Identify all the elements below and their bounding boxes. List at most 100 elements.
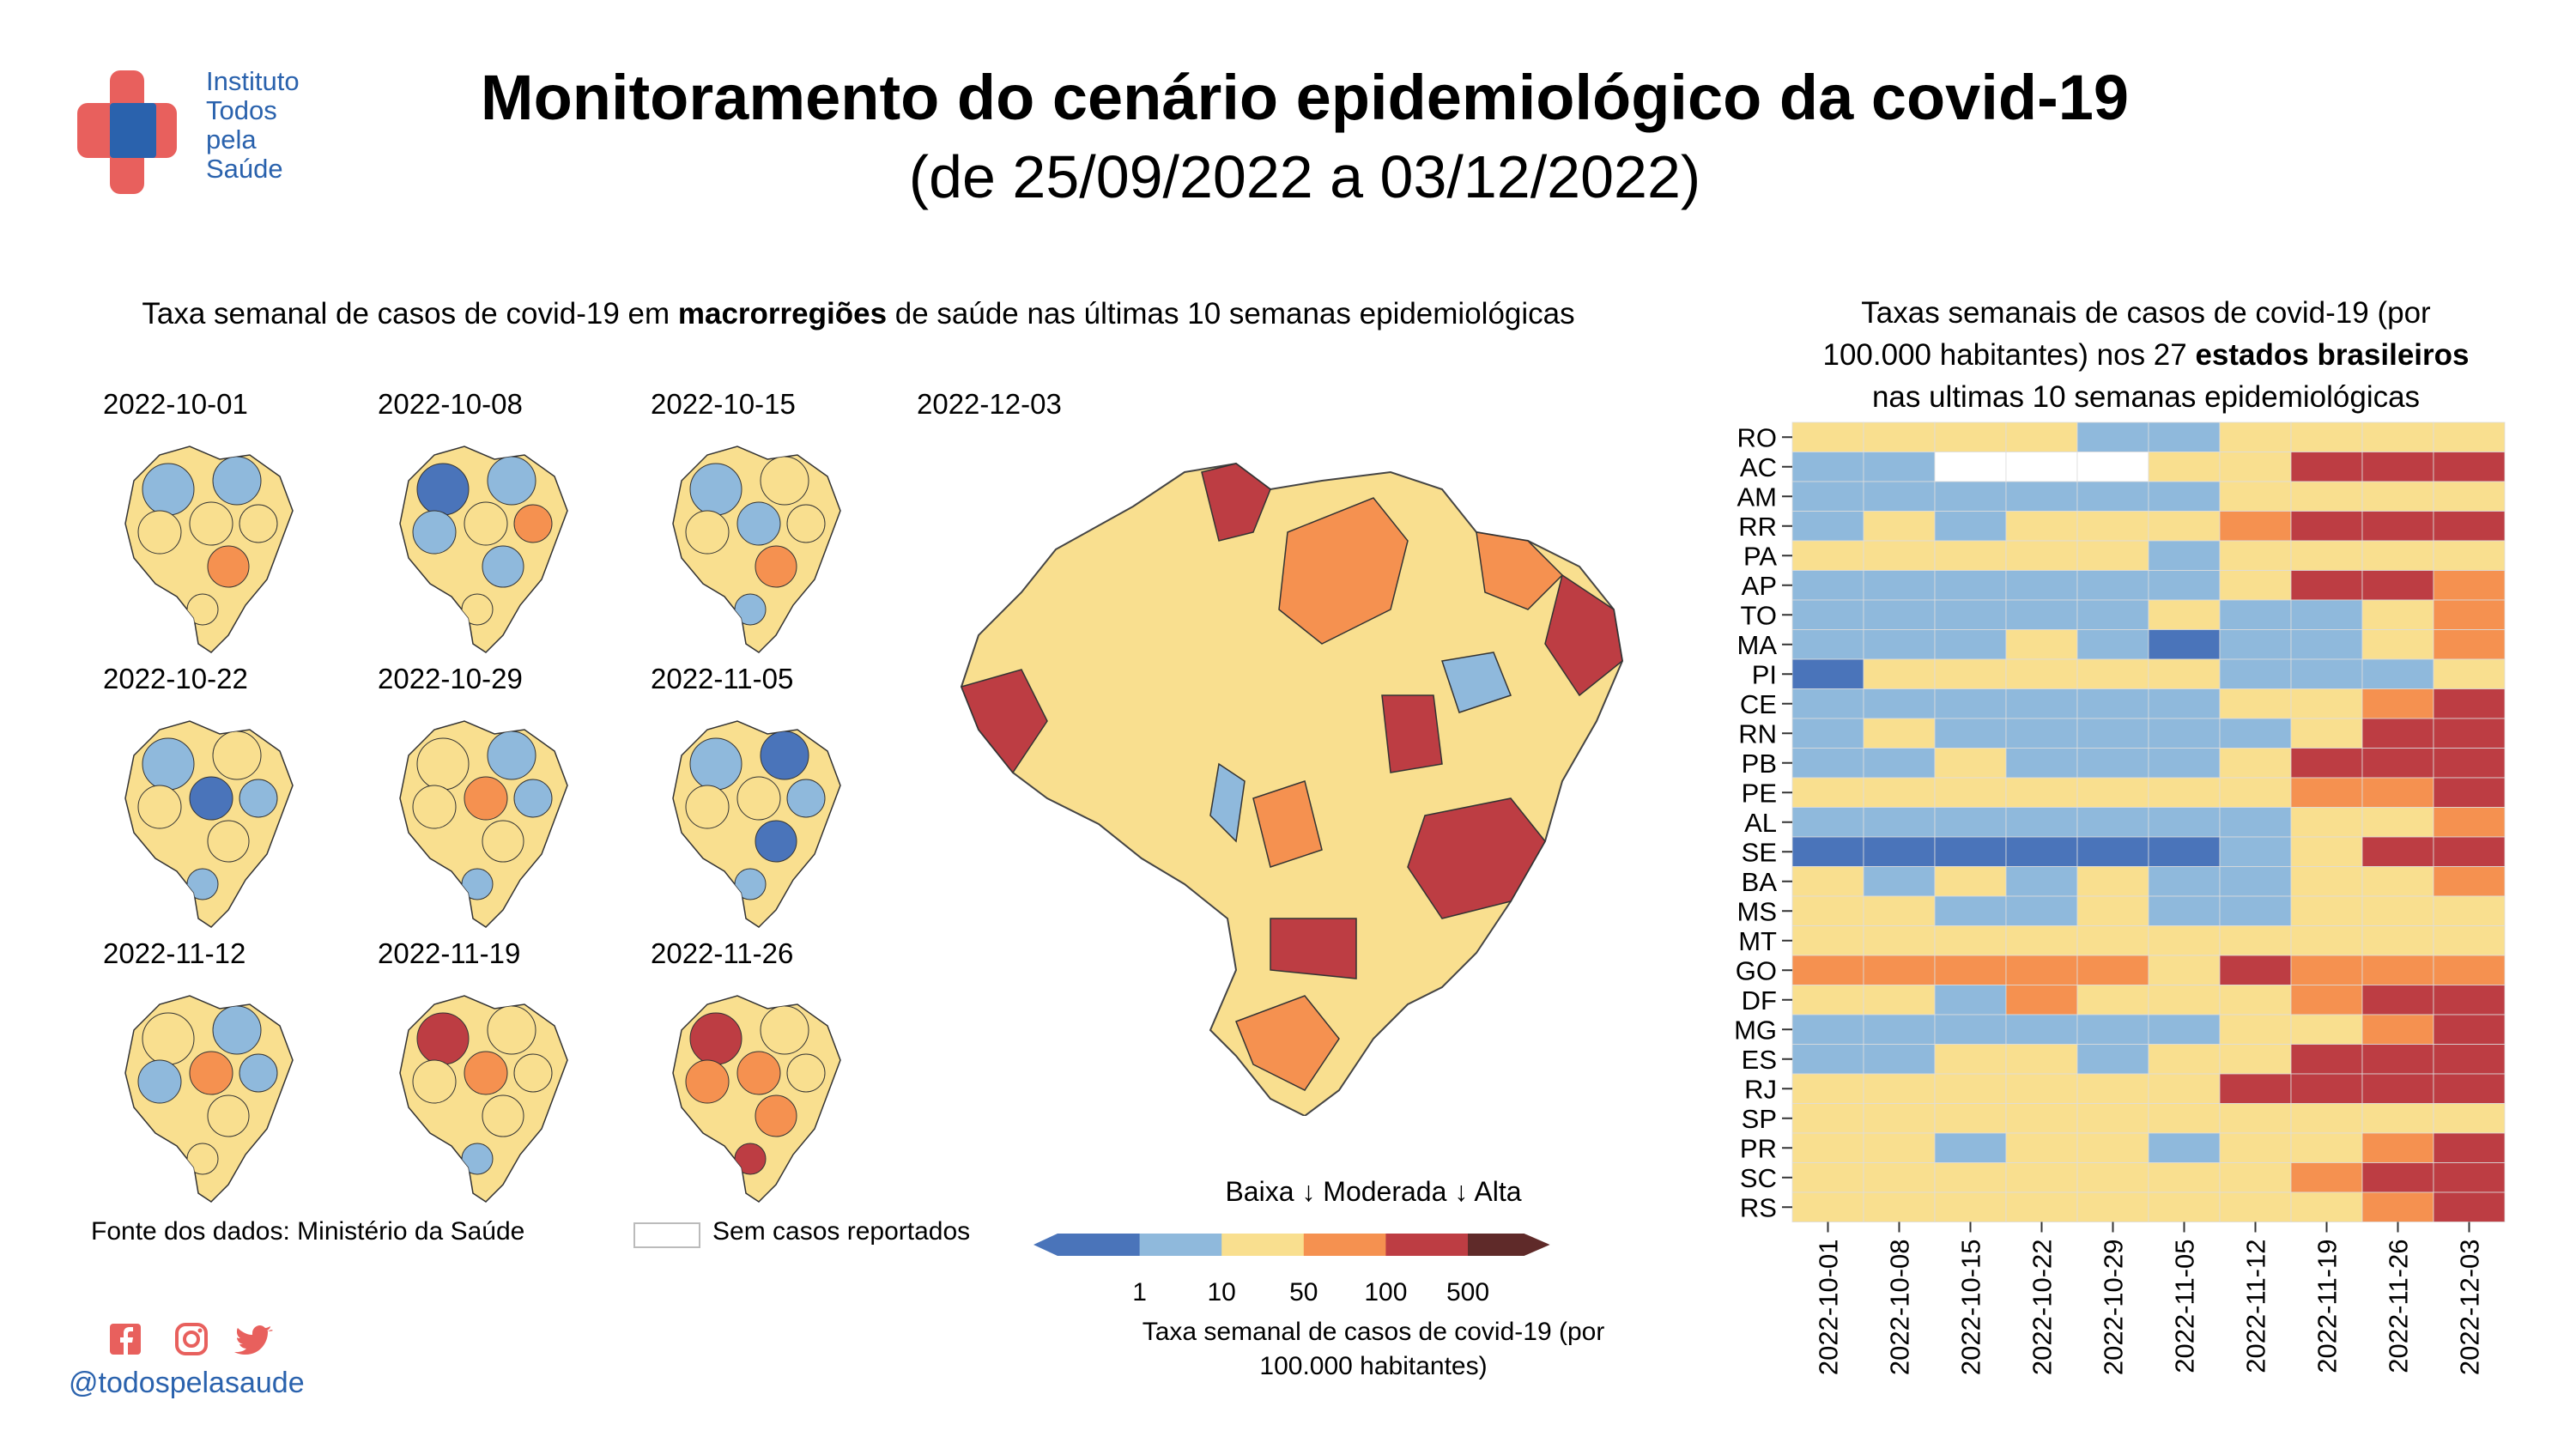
heatmap-title-text: 100.000 habitantes) nos 27 (1822, 338, 2196, 372)
legend-caption-line: 100.000 habitantes) (1259, 1352, 1488, 1380)
heatmap-cell (2290, 540, 2363, 571)
heatmap-cell (2148, 1191, 2221, 1222)
heatmap-cell (2219, 1044, 2292, 1075)
heatmap-cell (1791, 1132, 1864, 1163)
heatmap-cell (1863, 718, 1936, 749)
heatmap-cell (2148, 748, 2221, 779)
heatmap-cell (1863, 511, 1936, 542)
brazil-map-small (399, 995, 568, 1203)
region-acre (960, 669, 1048, 774)
legend-tick-label: 10 (1208, 1278, 1236, 1307)
heatmap-cell (1934, 1073, 2007, 1104)
heatmap-cell (2005, 658, 2078, 689)
map-region (685, 785, 730, 829)
heatmap-cell (2361, 1103, 2434, 1134)
brazil-map-small (672, 446, 841, 653)
map-region (412, 785, 457, 829)
heatmap-date-label: 2022-10-29 (2099, 1240, 2129, 1376)
map-region (461, 593, 494, 626)
heatmap-cell (1863, 777, 1936, 808)
heatmap-cell (2005, 1014, 2078, 1045)
map-region (212, 456, 262, 506)
map-region (487, 456, 536, 506)
heatmap-cell (2076, 421, 2149, 452)
heatmap-cell (2290, 658, 2363, 689)
data-source: Fonte dos dados: Ministério da Saúde (91, 1217, 525, 1246)
map-region (482, 1094, 524, 1137)
heatmap-cell (2005, 1132, 2078, 1163)
heatmap-cell (1934, 421, 2007, 452)
heatmap-cell (2361, 955, 2434, 985)
heatmap-cell (2005, 777, 2078, 808)
heatmap-cell (2219, 777, 2292, 808)
heatmap-state-label: PI (1752, 659, 1777, 689)
heatmap-date-label: 2022-10-15 (1956, 1240, 1986, 1376)
heatmap-cell (1791, 570, 1864, 601)
heatmap-cell (1863, 481, 1936, 512)
twitter-icon[interactable] (234, 1325, 273, 1355)
heatmap-cell (2433, 925, 2506, 956)
heatmap-cell (1863, 985, 1936, 1016)
map-region (734, 1143, 767, 1175)
heatmap-cell (1791, 1014, 1864, 1045)
heatmap-state-label: AL (1744, 808, 1777, 838)
heatmap-cell (1934, 629, 2007, 660)
heatmap-cell (2005, 540, 2078, 571)
heatmap-cell (2361, 836, 2434, 867)
heatmap-cell (1934, 1103, 2007, 1134)
heatmap-cell (2290, 688, 2363, 719)
heatmap-cell (2148, 599, 2221, 630)
heatmap-cell (2361, 629, 2434, 660)
heatmap-cell (2433, 540, 2506, 571)
heatmap-cell (2076, 1044, 2149, 1075)
heatmap-date-label: 2022-10-01 (1814, 1240, 1844, 1376)
map-region (207, 1094, 250, 1137)
heatmap-cell (2219, 629, 2292, 660)
heatmap-cell (2219, 1191, 2292, 1222)
heatmap-cell (2290, 481, 2363, 512)
heatmap-state-label: AC (1740, 452, 1777, 482)
heatmap-cell (1791, 421, 1864, 452)
heatmap-date-label: 2022-10-22 (2027, 1240, 2058, 1376)
heatmap-cell (2148, 629, 2221, 660)
heatmap-cell (2361, 570, 2434, 601)
heatmap-state-label: BA (1742, 867, 1778, 897)
instagram-icon[interactable] (175, 1323, 208, 1355)
heatmap-cell (2433, 866, 2506, 897)
map-region (416, 1012, 470, 1065)
heatmap-cell (2148, 1162, 2221, 1193)
heatmap-cell (2290, 866, 2363, 897)
heatmap-cell (2005, 1103, 2078, 1134)
map-region (412, 510, 457, 555)
social-handle[interactable]: @todospelasaude (69, 1367, 305, 1399)
heatmap-state-label: RS (1740, 1192, 1777, 1222)
map-region (689, 737, 742, 791)
small-map-label: 2022-11-19 (378, 937, 521, 969)
map-region (755, 545, 797, 588)
heatmap-state-label: MA (1737, 630, 1778, 660)
small-map-label: 2022-11-26 (651, 937, 794, 969)
heatmap-cell (1791, 895, 1864, 926)
heatmap-cell (2290, 748, 2363, 779)
heatmap-cell (1791, 1073, 1864, 1104)
heatmap-cell (2361, 985, 2434, 1016)
region-northeast-coast (1544, 573, 1623, 697)
facebook-icon[interactable] (110, 1324, 141, 1355)
legend-swatch (1303, 1234, 1386, 1256)
heatmap-cell (2076, 1191, 2149, 1222)
legend-header: Baixa ↓ Moderada ↓ Alta (1225, 1176, 1522, 1207)
region-piaui (1441, 652, 1512, 713)
map-region (142, 463, 195, 516)
heatmap-cell (2290, 629, 2363, 660)
heatmap-cell (2433, 1162, 2506, 1193)
map-region (189, 501, 233, 546)
map-region (755, 820, 797, 863)
small-map-label: 2022-10-29 (378, 663, 523, 694)
heatmap-state-label: PE (1742, 778, 1777, 808)
heatmap-cell (2005, 1191, 2078, 1222)
map-region (736, 776, 781, 821)
logo-line: Saúde (206, 154, 283, 184)
heatmap-cell (2148, 540, 2221, 571)
page-title: Monitoramento do cenário epidemiológico … (480, 62, 2130, 133)
heatmap-cell (1934, 836, 2007, 867)
